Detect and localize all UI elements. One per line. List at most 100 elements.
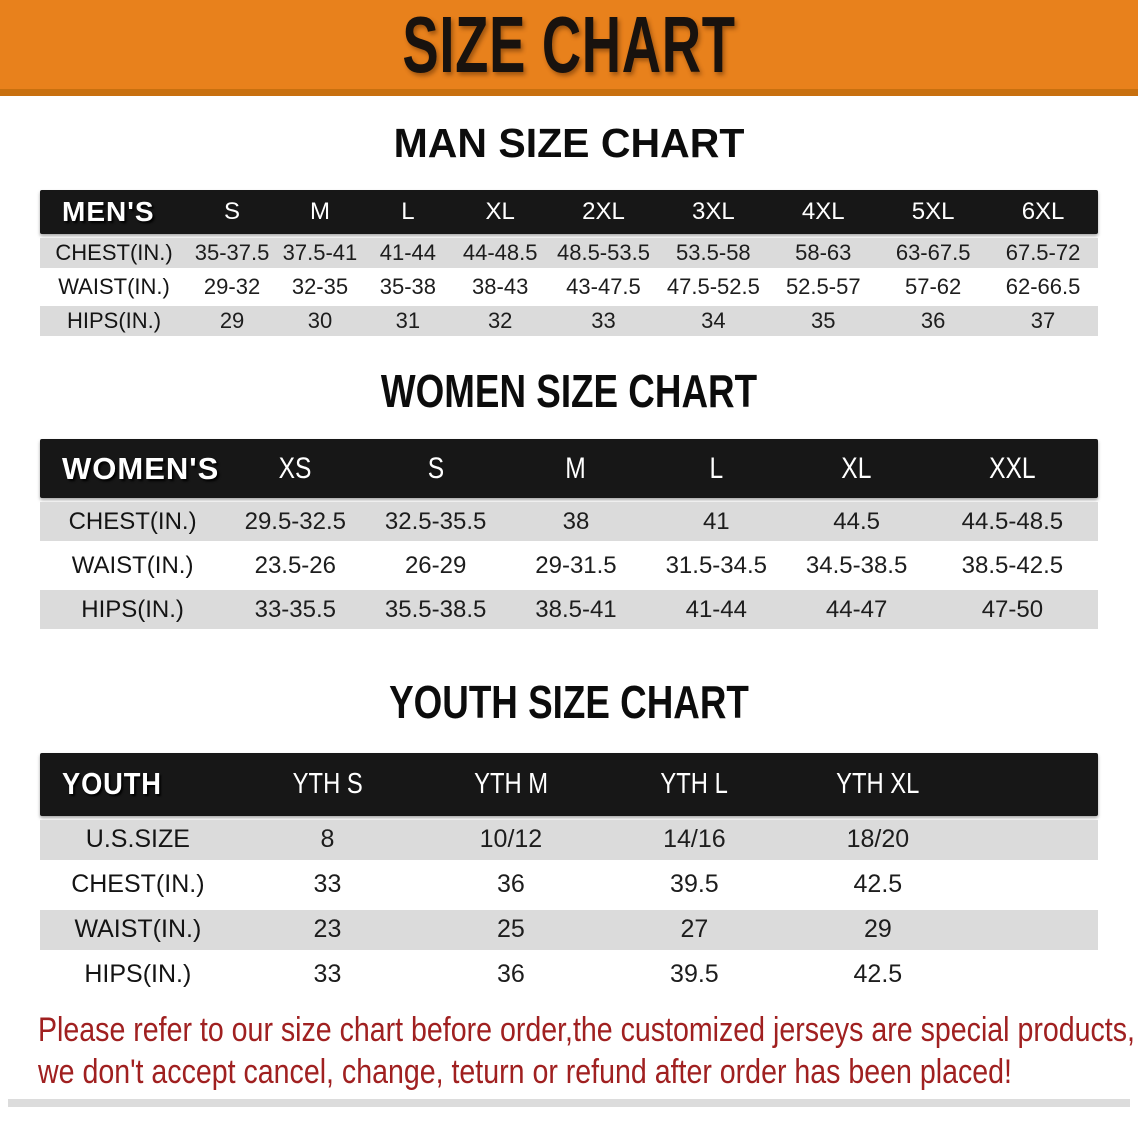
table-row: HIPS(IN.) 29 30 31 32 33 34 35 36 37: [40, 305, 1098, 336]
size-table: WOMEN'S XS S M L XL XXL CHEST(IN.) 29.5-32.5 32.5…: [40, 439, 1098, 630]
cell-value: 63-67.5: [895, 239, 971, 265]
row-label: HIPS(IN.): [66, 307, 162, 333]
column-header-text: XS: [278, 451, 312, 485]
section-title: YOUTH SIZE CHART: [389, 676, 749, 729]
column-header: M: [506, 452, 646, 486]
section-title: MAN SIZE CHART: [393, 120, 745, 166]
cell-value: 37: [1030, 307, 1056, 333]
size-section: MAN SIZE CHART MEN'S S M L XL 2XL 3XL 4XL 5XL 6XL C…: [0, 120, 1138, 336]
table-header-row: YOUTH YTH S YTH M YTH L YTH XL: [40, 752, 1098, 816]
cell-value: 39.5: [670, 960, 719, 989]
cell-value: 32-35: [291, 273, 349, 299]
table-row: HIPS(IN.) 33 36 39.5 42.5: [40, 955, 1098, 995]
cell-value: 44-47: [825, 595, 888, 623]
row-label: U.S.SIZE: [85, 825, 190, 854]
size-section: WOMEN SIZE CHART WOMEN'S XS S M L XL XXL CHEST(I…: [0, 364, 1138, 630]
cell-value: 35-38: [379, 273, 437, 299]
cell-value: 38: [562, 507, 590, 535]
column-header-text: 3XL: [692, 197, 735, 225]
table-header-label: MEN'S: [40, 196, 188, 228]
table-header-label-text: WOMEN'S: [62, 450, 220, 486]
cell-value: 47.5-52.5: [666, 273, 760, 299]
cell-value: 10/12: [479, 825, 543, 854]
cell-value: 44.5-48.5: [961, 507, 1064, 535]
table-row: CHEST(IN.) 29.5-32.5 32.5-35.5 38 41 44.5 44.5…: [40, 502, 1098, 542]
section-title: WOMEN SIZE CHART: [380, 364, 758, 417]
cell-value: 34: [701, 307, 726, 333]
cell-value: 32.5-35.5: [384, 507, 487, 535]
cell-value: 35: [811, 307, 836, 333]
column-header: S: [188, 198, 276, 226]
column-header: 4XL: [768, 198, 878, 226]
column-header: YTH M: [419, 768, 602, 801]
cell-value: 35-37.5: [194, 239, 270, 265]
cell-value: 36: [497, 960, 525, 989]
cell-value: 35.5-38.5: [384, 595, 487, 623]
column-header: L: [646, 452, 786, 486]
cell-value: 23.5-26: [254, 551, 336, 579]
cell-value: 36: [920, 307, 946, 333]
column-header-text: 2XL: [582, 197, 625, 225]
cell-value: 57-62: [905, 273, 962, 299]
cell-value: 29: [863, 915, 892, 944]
cell-value: 31: [395, 307, 421, 333]
cell-value: 29: [219, 307, 245, 333]
table-header-label: WOMEN'S: [40, 451, 225, 487]
table-header-label: YOUTH: [40, 766, 236, 802]
cell-value: 43-47.5: [566, 273, 641, 299]
cell-value: 44.5: [833, 507, 880, 535]
column-header-text: YTH M: [473, 767, 548, 800]
cell-value: 58-63: [795, 239, 852, 265]
row-label: WAIST(IN.): [74, 915, 202, 944]
cell-value: 23: [313, 915, 342, 944]
row-label: CHEST(IN.): [55, 239, 173, 265]
column-header-text: L: [709, 451, 724, 485]
column-header: XS: [225, 452, 365, 486]
cell-value: 26-29: [404, 551, 467, 579]
table-header-label-text: YOUTH: [62, 766, 162, 802]
cell-value: 48.5-53.5: [556, 239, 650, 265]
column-header: L: [364, 198, 452, 226]
column-header: 2XL: [549, 198, 659, 226]
banner-title: SIZE CHART: [402, 0, 736, 89]
row-label: CHEST(IN.): [68, 507, 197, 535]
table-row: CHEST(IN.) 35-37.5 37.5-41 41-44 44-48.5 48.5…: [40, 237, 1098, 268]
cell-value: 29.5-32.5: [244, 507, 347, 535]
table-row: U.S.SIZE 8 10/12 14/16 18/20: [40, 819, 1098, 860]
cell-value: 47-50: [981, 595, 1044, 623]
cell-value: 30: [307, 307, 333, 333]
cell-value: 41: [702, 507, 730, 535]
disclaimer-line-text: we don't accept cancel, change, teturn o…: [38, 1052, 1012, 1091]
cell-value: 67.5-72: [1005, 239, 1081, 265]
row-label: CHEST(IN.): [71, 870, 205, 899]
row-label: WAIST(IN.): [71, 551, 194, 579]
cell-value: 18/20: [846, 825, 910, 854]
cell-value: 53.5-58: [676, 239, 751, 265]
cell-value: 29-32: [203, 273, 261, 299]
table-row: WAIST(IN.) 23.5-26 26-29 29-31.5 31.5-34.5 34…: [40, 546, 1098, 585]
table-row: CHEST(IN.) 33 36 39.5 42.5: [40, 865, 1098, 905]
cell-value: 29-31.5: [535, 551, 617, 579]
disclaimer-line: Please refer to our size chart before or…: [38, 1011, 1138, 1053]
column-header: S: [365, 452, 505, 486]
cell-value: 14/16: [663, 825, 726, 854]
disclaimer: Please refer to our size chart before or…: [38, 1011, 1138, 1095]
cell-value: 42.5: [853, 870, 903, 899]
cell-value: 42.5: [853, 960, 903, 989]
banner: SIZE CHART: [0, 0, 1138, 96]
cell-value: 41-44: [685, 595, 747, 623]
disclaimer-line-text: Please refer to our size chart before or…: [38, 1010, 1135, 1049]
column-header-text: 5XL: [911, 197, 955, 225]
size-table: MEN'S S M L XL 2XL 3XL 4XL 5XL 6XL CHEST(IN.) 35-37…: [40, 189, 1098, 336]
cell-value: 34.5-38.5: [805, 551, 908, 579]
cell-value: 8: [320, 825, 335, 854]
table-header-row: MEN'S S M L XL 2XL 3XL 4XL 5XL 6XL: [40, 189, 1098, 234]
column-header: YTH L: [603, 768, 786, 801]
column-header: YTH S: [236, 768, 419, 801]
column-header-text: XXL: [989, 451, 1036, 485]
cell-value: 41-44: [379, 239, 437, 265]
column-header: 5XL: [878, 198, 988, 226]
column-header-text: 4XL: [801, 197, 845, 225]
column-header: XXL: [927, 452, 1098, 486]
sections-container: MAN SIZE CHART MEN'S S M L XL 2XL 3XL 4XL 5XL 6XL C…: [0, 120, 1138, 995]
